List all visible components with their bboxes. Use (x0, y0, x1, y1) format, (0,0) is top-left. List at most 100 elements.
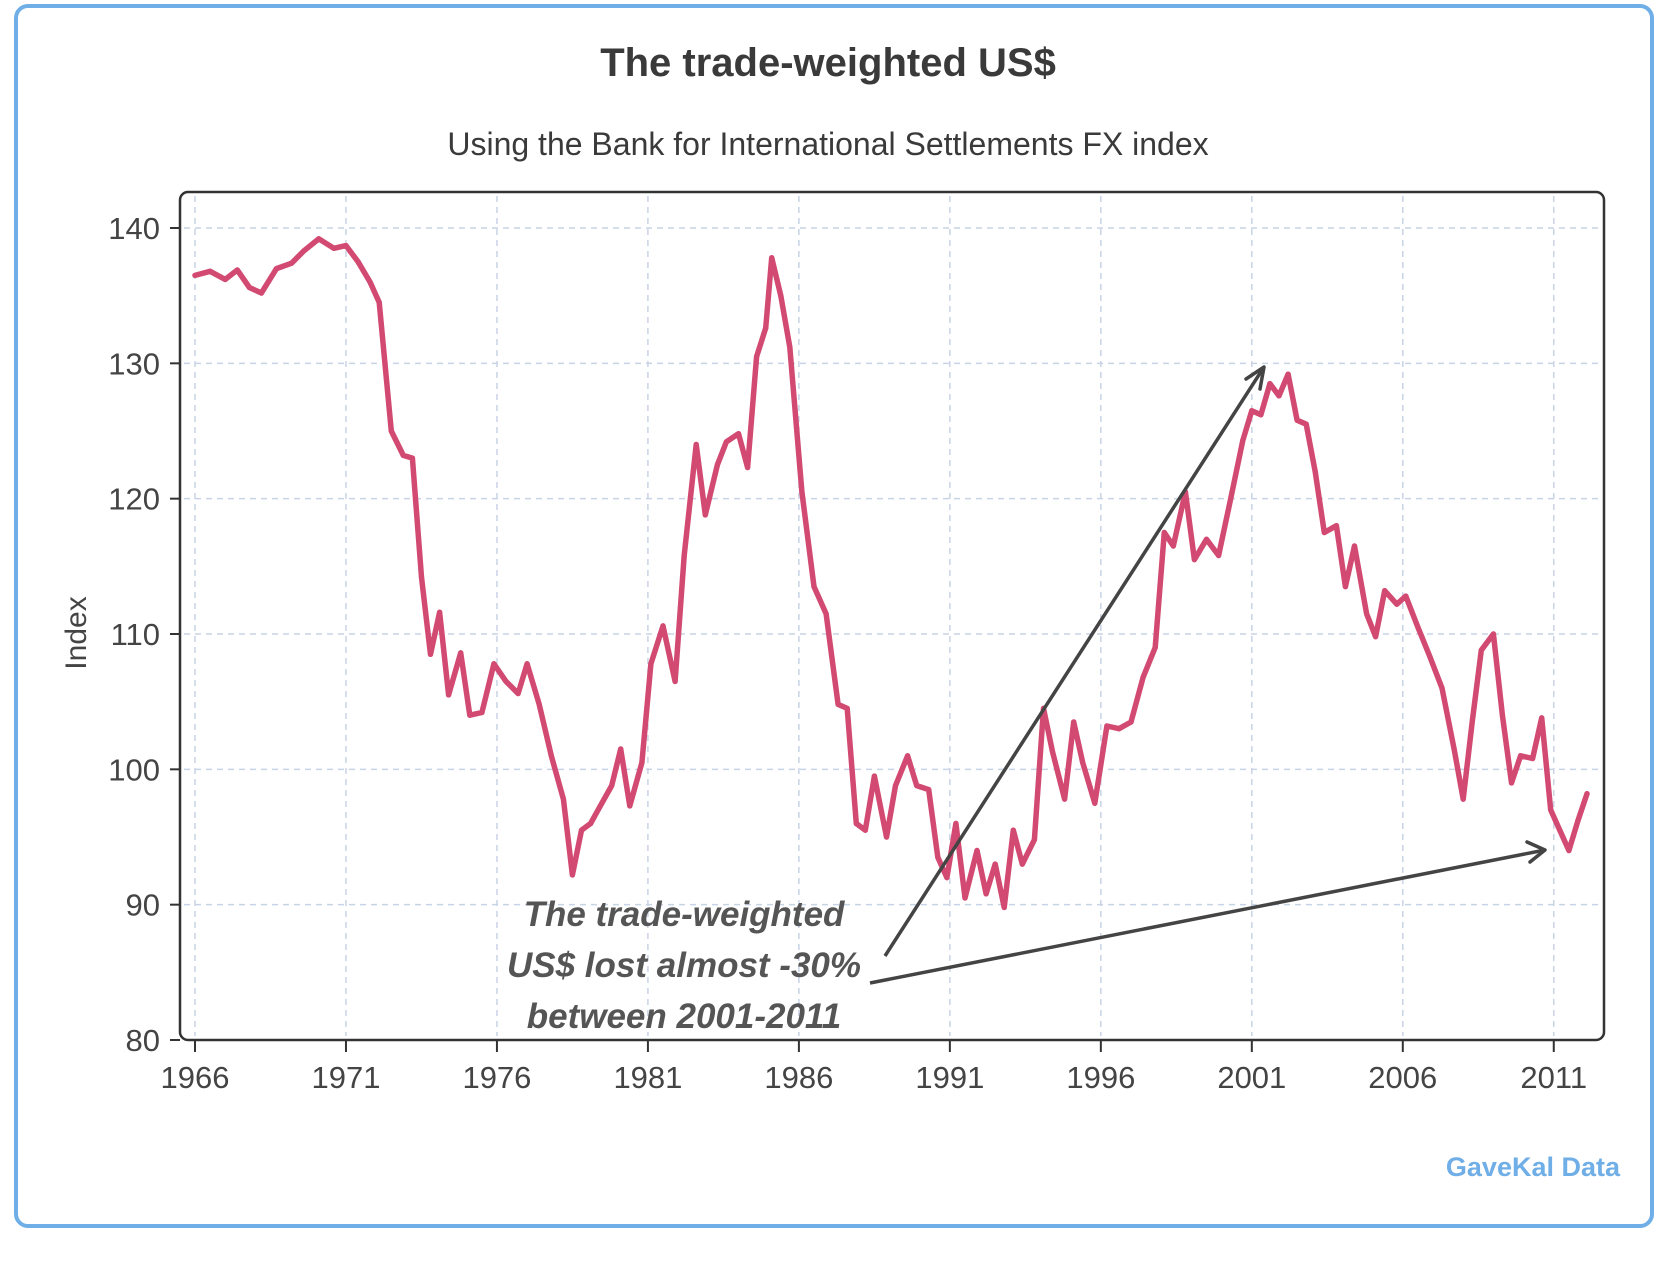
data-point (763, 325, 769, 331)
data-point (1584, 791, 1590, 797)
annotation-line-1: The trade-weighted (524, 895, 845, 934)
y-tick-label: 130 (108, 346, 160, 381)
data-point (853, 820, 859, 827)
data-point (1161, 529, 1167, 536)
data-point (823, 611, 829, 617)
data-point (754, 354, 760, 360)
data-point (811, 584, 817, 590)
data-point (376, 299, 382, 305)
data-point (1548, 807, 1554, 813)
arrow-head-icon (1525, 840, 1547, 864)
data-point (192, 272, 198, 278)
data-point (1116, 726, 1122, 732)
data-point (418, 574, 425, 580)
data-point (1439, 685, 1445, 691)
data-point (273, 266, 280, 272)
data-point (702, 512, 708, 518)
data-point (316, 236, 322, 242)
source-label: GaveKal Data (1446, 1152, 1621, 1182)
data-point (935, 854, 941, 860)
data-point (627, 803, 633, 809)
annotation-line-3: between 2001-2011 (527, 997, 842, 1036)
data-point (400, 452, 406, 458)
data-point (1427, 654, 1433, 660)
plot-area-frame (178, 190, 1606, 1042)
data-point (1001, 904, 1007, 911)
data-point (1170, 543, 1176, 549)
data-point (409, 455, 415, 461)
data-point (769, 255, 775, 261)
y-axis-label: Index (60, 596, 93, 669)
data-point (648, 661, 654, 667)
data-point (427, 651, 434, 657)
data-point (1049, 749, 1056, 755)
data-point (660, 623, 666, 629)
data-point (343, 243, 349, 249)
axis-ticks: 80 90 100 110 120 130 140 1966 1971 1976 1981 1986 1… (108, 211, 1587, 1095)
data-point (1312, 469, 1318, 475)
data-point (479, 709, 485, 716)
data-point (1530, 755, 1536, 762)
data-point (799, 489, 805, 495)
data-point (1490, 631, 1496, 637)
data-point (588, 820, 594, 827)
data-point (524, 661, 530, 667)
data-point (992, 861, 998, 867)
x-tick-label: 2006 (1368, 1060, 1437, 1095)
data-point (367, 279, 373, 285)
annotation-arrow-right (869, 848, 1546, 985)
data-point (536, 701, 542, 708)
data-point (735, 431, 742, 437)
data-point (639, 760, 645, 766)
data-point (681, 552, 687, 559)
x-tick-label: 1976 (462, 1060, 531, 1095)
data-point (745, 464, 751, 471)
data-point (926, 787, 932, 793)
data-point (672, 678, 678, 685)
y-tick-label: 140 (108, 211, 160, 246)
series-line (192, 236, 1590, 911)
data-point (787, 344, 793, 350)
data-point (892, 783, 899, 789)
data-point (1403, 593, 1409, 599)
data-point (1539, 715, 1545, 721)
chart-title: The trade-weighted US$ (600, 41, 1056, 85)
data-point (1071, 719, 1077, 725)
data-point (871, 773, 878, 779)
data-point (914, 783, 920, 789)
data-point (355, 259, 361, 265)
data-point (234, 267, 240, 273)
data-point (560, 796, 567, 802)
data-point (1258, 412, 1264, 418)
data-point (289, 260, 295, 266)
arrow-head-icon (1244, 365, 1266, 391)
data-point (1285, 371, 1291, 377)
x-tick-label: 1991 (915, 1060, 984, 1095)
data-point (883, 834, 890, 840)
data-point (437, 609, 443, 615)
data-point (1508, 780, 1515, 786)
data-point (944, 875, 950, 881)
data-point (1203, 536, 1210, 542)
data-point (1128, 719, 1134, 725)
data-point (693, 441, 699, 448)
data-point (1294, 417, 1300, 423)
x-tick-label: 2001 (1217, 1060, 1286, 1095)
data-point (778, 293, 784, 299)
x-tick-label: 1971 (311, 1060, 380, 1095)
data-point (1152, 644, 1158, 651)
data-point (1216, 552, 1222, 559)
series-points (192, 236, 1590, 911)
data-point (1373, 634, 1379, 640)
y-tick-label: 100 (108, 752, 160, 787)
data-point (609, 783, 615, 789)
data-point (1575, 818, 1581, 824)
x-tick-label: 2011 (1520, 1060, 1587, 1095)
y-tick-label: 120 (108, 482, 160, 517)
data-point (1228, 496, 1234, 502)
data-point (1451, 746, 1457, 752)
data-point (1019, 861, 1025, 867)
grid (184, 196, 1600, 1041)
y-tick-label: 110 (111, 617, 160, 652)
data-point (1062, 796, 1068, 802)
